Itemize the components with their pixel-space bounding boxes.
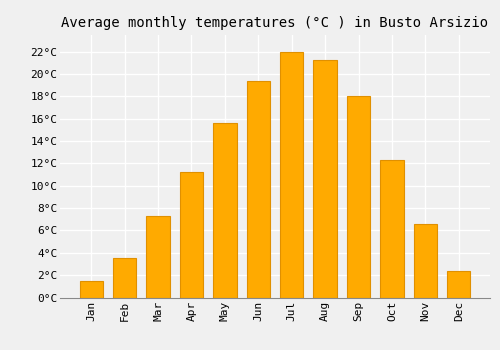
Bar bbox=[347, 97, 370, 298]
Bar bbox=[447, 271, 470, 298]
Bar bbox=[280, 52, 303, 298]
Bar bbox=[213, 123, 236, 298]
Bar bbox=[314, 60, 337, 298]
Bar bbox=[113, 258, 136, 298]
Title: Average monthly temperatures (°C ) in Busto Arsizio: Average monthly temperatures (°C ) in Bu… bbox=[62, 16, 488, 30]
Bar bbox=[380, 160, 404, 298]
Bar bbox=[146, 216, 170, 298]
Bar bbox=[414, 224, 437, 298]
Bar bbox=[246, 81, 270, 298]
Bar bbox=[180, 173, 203, 298]
Bar bbox=[80, 281, 103, 297]
